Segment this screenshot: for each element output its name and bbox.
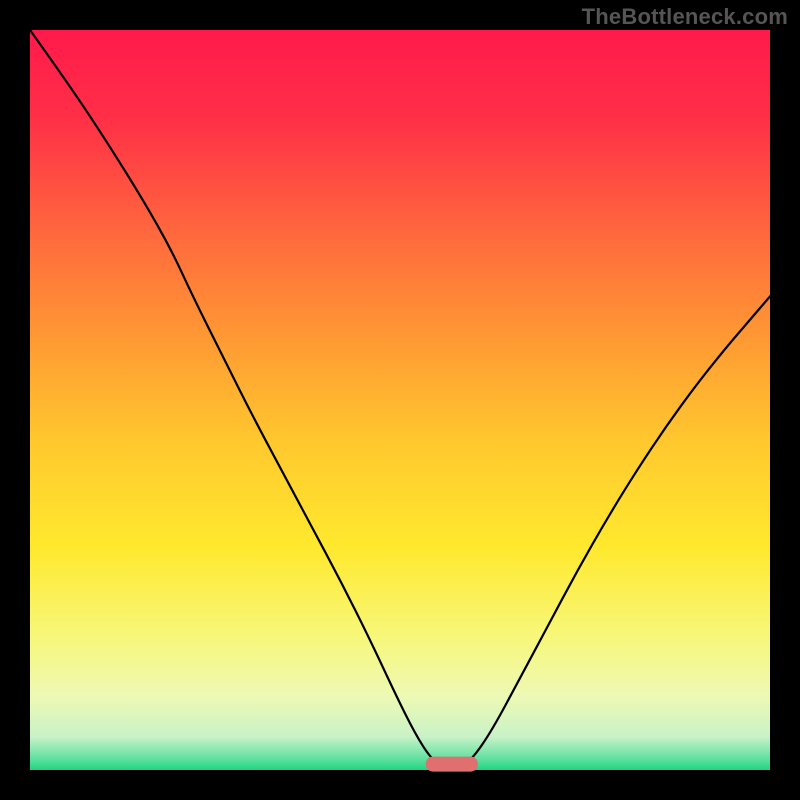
chart-svg	[0, 0, 800, 800]
plot-background	[30, 30, 770, 770]
watermark-text: TheBottleneck.com	[582, 4, 788, 30]
minimum-marker	[426, 757, 478, 772]
bottleneck-chart: TheBottleneck.com	[0, 0, 800, 800]
